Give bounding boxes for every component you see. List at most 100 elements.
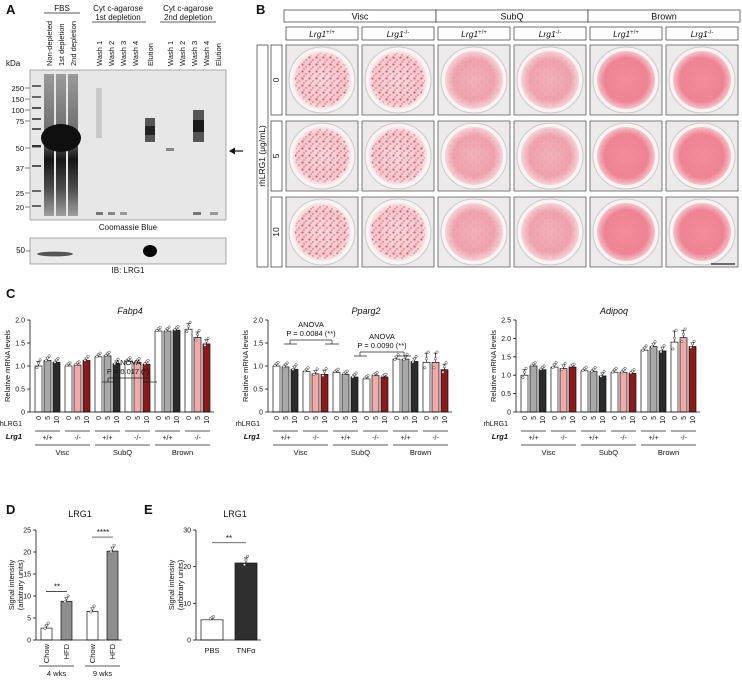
dose-tick: 10 — [630, 416, 637, 424]
chart-title-pparg2: Pparg2 — [351, 306, 380, 316]
y-axis-label: Signal intensity(arbitrary units) — [167, 559, 185, 610]
data-point — [205, 339, 208, 343]
genotype-tick: -/- — [620, 435, 627, 442]
dose-tick: 10 — [114, 416, 121, 424]
data-point — [46, 356, 49, 360]
lane-label: Wash 4 — [202, 41, 211, 66]
dose-tick: 0 — [334, 416, 341, 420]
data-point — [524, 366, 528, 370]
data-point — [107, 350, 111, 354]
data-point — [643, 346, 646, 350]
bar — [529, 365, 538, 413]
bar — [94, 356, 103, 413]
data-point — [185, 330, 189, 334]
group-label: 4 wks — [47, 669, 66, 678]
data-point — [426, 350, 430, 354]
bar — [103, 355, 112, 413]
y-tick-label: 0.5 — [253, 387, 263, 394]
data-point — [284, 363, 287, 366]
chart-d: Signal intensity(arbitrary units) 0 5 10 15 2… — [7, 528, 122, 678]
bar — [628, 373, 637, 413]
data-point — [143, 362, 147, 366]
tissue-header: Brown — [651, 12, 677, 22]
y-tick-label: 2.0 — [501, 336, 511, 343]
bar — [688, 346, 697, 413]
data-point — [584, 365, 588, 369]
panel-b-letter: B — [256, 2, 265, 17]
dose-tick: 10 — [204, 416, 211, 424]
data-point — [212, 615, 216, 618]
y-tick-label: 1.0 — [15, 364, 25, 371]
x-tick-label: PBS — [204, 646, 219, 655]
bar — [350, 376, 359, 413]
bar — [73, 364, 82, 413]
well-image — [589, 196, 663, 268]
data-point — [314, 369, 317, 373]
well-image — [589, 44, 663, 116]
data-point — [206, 336, 210, 340]
y-tick-label: 1.5 — [501, 354, 511, 361]
dose-label: 0 — [271, 77, 281, 82]
data-point — [593, 366, 597, 369]
data-point — [312, 372, 316, 376]
bar — [589, 371, 598, 413]
data-point — [444, 361, 448, 365]
data-point — [155, 329, 159, 332]
bar — [52, 361, 61, 413]
dose-tick: 5 — [283, 416, 290, 420]
data-point — [128, 356, 132, 360]
data-point — [65, 596, 68, 600]
genotype-tick: +/+ — [528, 435, 538, 442]
y-tick-label: 0 — [259, 410, 263, 417]
data-point — [601, 371, 604, 375]
group-label-1st-b: 1st depletion — [95, 13, 140, 22]
data-point — [276, 360, 280, 364]
dose-tick: 10 — [352, 416, 359, 424]
genotype-tick: -/- — [312, 435, 319, 442]
anova-pparg2-b-title: ANOVA — [369, 332, 395, 341]
gel-ladder — [32, 85, 41, 207]
y-axis-label: Signal intensity(arbitrary units) — [7, 559, 25, 610]
kda-marker: 37 — [16, 164, 24, 173]
data-point — [46, 621, 50, 625]
data-point — [432, 366, 436, 370]
well-image — [285, 120, 359, 192]
genotype-tick: +/+ — [400, 435, 410, 442]
data-point — [523, 370, 526, 374]
data-point — [109, 550, 113, 554]
bar — [610, 371, 619, 413]
tissue-tick: SubQ — [351, 448, 370, 457]
anova-fabp4-p: P = 0.017 (*) — [107, 367, 150, 376]
genotype-tick: +/+ — [42, 435, 52, 442]
anova-pparg2-b-p: P = 0.0090 (**) — [357, 341, 407, 350]
bar — [649, 346, 658, 413]
genotype-tick: +/+ — [648, 435, 658, 442]
dose-tick: 0 — [672, 416, 679, 420]
data-point — [435, 350, 439, 354]
bar — [202, 343, 211, 413]
bar — [106, 550, 119, 641]
y-axis-label: Relative mRNA levels — [241, 330, 250, 402]
data-point — [652, 342, 655, 346]
well-image — [361, 120, 435, 192]
tissue-header: Visc — [352, 12, 369, 22]
data-point — [98, 351, 102, 355]
bar — [670, 341, 679, 413]
data-point — [384, 372, 388, 376]
bar — [234, 562, 258, 641]
data-point — [197, 329, 201, 332]
dose-tick: 5 — [403, 416, 410, 420]
dose-tick: 5 — [651, 416, 658, 420]
genotype-tick: -/- — [134, 435, 141, 442]
bar — [559, 368, 568, 413]
y-tick-label: 1.0 — [501, 373, 511, 380]
bar — [302, 371, 311, 413]
group-label-2nd-a: Cyt c-agarose — [163, 4, 213, 13]
dose-tick: 5 — [45, 416, 52, 420]
bar — [281, 366, 290, 413]
data-point — [414, 355, 418, 358]
anova-pparg2-a-title: ANOVA — [298, 320, 324, 329]
chart-e-title: LRG1 — [223, 509, 247, 519]
